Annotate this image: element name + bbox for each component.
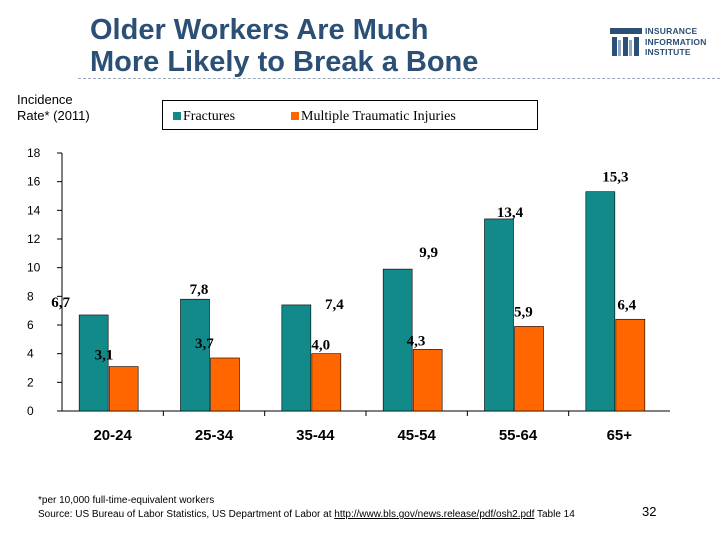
y-axis-label: Incidence Rate* (2011) bbox=[17, 92, 90, 124]
bar-multiple-traumatic-injuries bbox=[210, 357, 240, 412]
data-label-fractures: 13,4 bbox=[497, 205, 524, 221]
x-category-label: 20-24 bbox=[93, 427, 132, 444]
data-label-fractures: 7,4 bbox=[325, 297, 344, 313]
data-label-fractures: 6,7 bbox=[51, 295, 70, 311]
bar-fractures bbox=[484, 218, 514, 412]
bar-fractures bbox=[78, 314, 109, 412]
y-tick-label: 12 bbox=[27, 232, 41, 246]
y-tick-label: 10 bbox=[27, 261, 41, 275]
page-number: 32 bbox=[642, 504, 657, 519]
logo-text: INSURANCE INFORMATION INSTITUTE bbox=[645, 26, 707, 58]
source-prefix: Source: US Bureau of Labor Statistics, U… bbox=[38, 509, 335, 520]
y-axis-label-line-1: Incidence bbox=[17, 92, 73, 107]
footnote-definition: *per 10,000 full-time-equivalent workers bbox=[38, 495, 215, 506]
x-category-label: 55-64 bbox=[499, 427, 538, 444]
bar-multiple-traumatic-injuries bbox=[615, 318, 646, 412]
bar-multiple-traumatic-injuries bbox=[514, 326, 544, 412]
footnote: *per 10,000 full-time-equivalent workers… bbox=[38, 494, 575, 522]
y-tick-label: 6 bbox=[27, 318, 34, 332]
title-line-2: More Likely to Break a Bone bbox=[90, 46, 479, 78]
y-tick-label: 14 bbox=[27, 203, 41, 217]
data-label-multiple-traumatic-injuries: 3,7 bbox=[195, 336, 214, 352]
legend-label-multiple-traumatic-injuries: Multiple Traumatic Injuries bbox=[301, 109, 456, 124]
bar-multiple-traumatic-injuries bbox=[412, 349, 443, 412]
legend-swatch-multiple-traumatic-injuries bbox=[291, 112, 299, 120]
bar-fractures bbox=[585, 191, 616, 412]
y-axis-label-line-2: Rate* (2011) bbox=[17, 108, 90, 123]
bar-fractures bbox=[281, 304, 312, 412]
y-tick-label: 0 bbox=[27, 404, 34, 418]
data-label-multiple-traumatic-injuries: 5,9 bbox=[514, 304, 533, 320]
x-category-label: 65+ bbox=[607, 427, 633, 444]
slide-title: Older Workers Are Much More Likely to Br… bbox=[90, 14, 478, 78]
legend-label-fractures: Fractures bbox=[183, 109, 236, 124]
source-suffix: Table 14 bbox=[534, 509, 575, 520]
legend-swatch-fractures bbox=[173, 112, 181, 120]
source-link[interactable]: http://www.bls.gov/news.release/pdf/osh2… bbox=[334, 509, 535, 520]
data-label-fractures: 15,3 bbox=[602, 170, 628, 186]
y-tick-label: 8 bbox=[27, 289, 34, 303]
data-label-fractures: 9,9 bbox=[419, 245, 438, 261]
x-category-label: 35-44 bbox=[296, 427, 335, 444]
iii-logo-icon bbox=[610, 28, 642, 56]
logo-text-line-1: INSURANCE bbox=[645, 26, 698, 36]
x-category-label: 45-54 bbox=[397, 427, 436, 444]
bar-multiple-traumatic-injuries bbox=[108, 366, 139, 412]
logo-text-line-2: INFORMATION bbox=[645, 36, 707, 47]
x-category-label: 25-34 bbox=[195, 427, 234, 444]
logo-text-line-3: INSTITUTE bbox=[645, 47, 691, 57]
data-label-multiple-traumatic-injuries: 4,3 bbox=[407, 333, 426, 349]
y-tick-label: 2 bbox=[27, 375, 34, 389]
bar-fractures bbox=[382, 268, 413, 412]
data-label-multiple-traumatic-injuries: 3,1 bbox=[95, 348, 114, 364]
chart-legend: Fractures Multiple Traumatic Injuries bbox=[162, 100, 538, 130]
y-tick-label: 4 bbox=[27, 347, 34, 361]
insurance-information-institute-logo: INSURANCE INFORMATION INSTITUTE bbox=[610, 26, 710, 60]
data-label-fractures: 7,8 bbox=[190, 282, 209, 298]
title-line-1: Older Workers Are Much bbox=[90, 14, 429, 46]
bar-fractures bbox=[180, 298, 210, 412]
title-divider bbox=[78, 78, 720, 79]
y-tick-label: 18 bbox=[27, 146, 41, 160]
data-label-multiple-traumatic-injuries: 4,0 bbox=[311, 338, 330, 354]
data-label-multiple-traumatic-injuries: 6,4 bbox=[617, 297, 636, 313]
footnote-source: Source: US Bureau of Labor Statistics, U… bbox=[38, 508, 575, 522]
y-tick-label: 16 bbox=[27, 175, 41, 189]
bar-multiple-traumatic-injuries bbox=[311, 353, 342, 412]
